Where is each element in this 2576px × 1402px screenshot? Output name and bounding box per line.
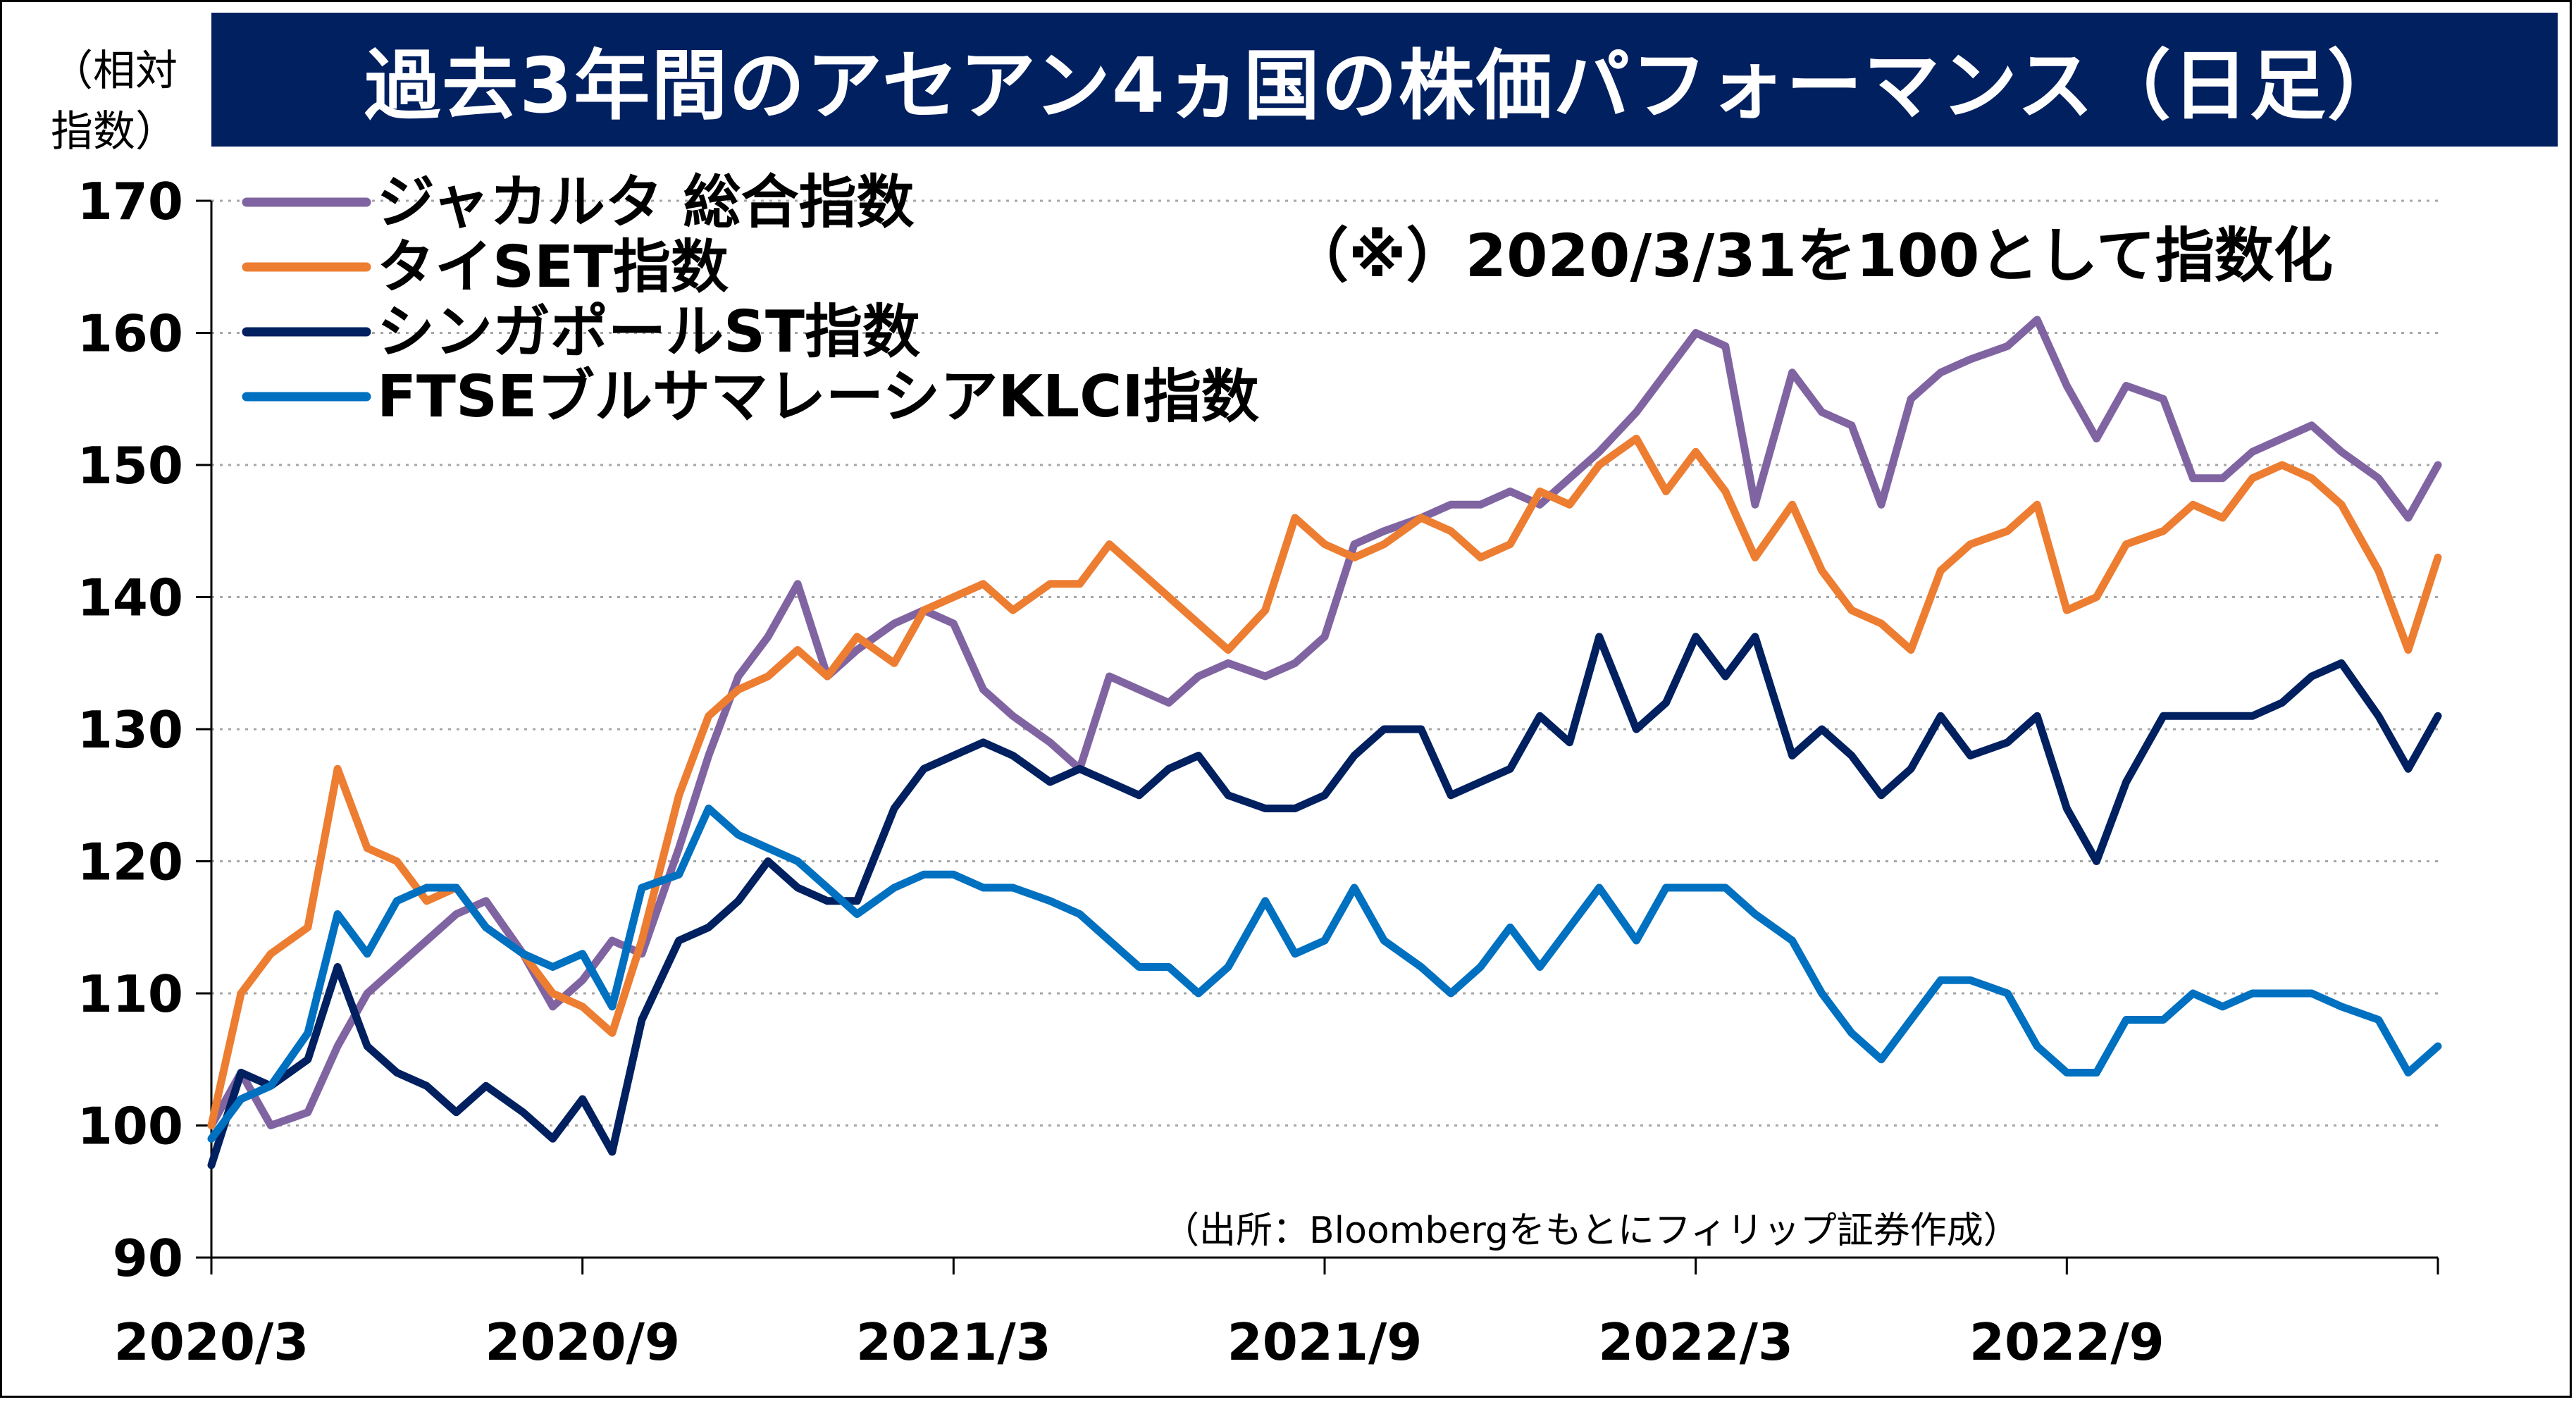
y-tick-label: 130 xyxy=(78,700,183,759)
legend-label-2: シンガポールST指数 xyxy=(377,299,920,366)
legend-label-0: ジャカルタ 総合指数 xyxy=(377,169,914,236)
source-note: （出所：Bloombergをもとにフィリップ証券作成） xyxy=(1163,1210,2020,1252)
x-tick-label: 2020/3 xyxy=(114,1313,309,1372)
series-line-2 xyxy=(207,633,2442,1170)
legend: ジャカルタ 総合指数タイSET指数シンガポールST指数FTSEブルサマレーシアK… xyxy=(242,169,1259,430)
y-axis-label-line-2: 指数） xyxy=(51,107,178,156)
legend-label-1: タイSET指数 xyxy=(377,234,729,301)
index-note: （※）2020/3/31を100として指数化 xyxy=(1289,221,2333,290)
series-line-0 xyxy=(207,316,2442,1129)
x-tick-label: 2020/9 xyxy=(485,1313,680,1372)
x-tick-label: 2022/9 xyxy=(1969,1313,2165,1372)
x-tick-label: 2021/3 xyxy=(856,1313,1051,1372)
axes xyxy=(196,199,2439,1274)
y-tick-label: 140 xyxy=(78,569,183,628)
y-tick-labels: 90 100 110 120 130 140 150 160 170 xyxy=(78,172,183,1288)
y-tick-label: 150 xyxy=(78,436,183,495)
y-tick-label: 100 xyxy=(78,1097,183,1156)
x-tick-label: 2021/9 xyxy=(1227,1313,1423,1372)
series-lines xyxy=(207,316,2442,1170)
x-tick-labels: 2020/3 2020/9 2021/3 2021/9 2022/3 2022/9 xyxy=(114,1313,2165,1372)
chart-title: 過去3年間のアセアン4ヵ国の株価パフォーマンス（日足） xyxy=(211,13,2558,147)
y-tick-label: 160 xyxy=(78,304,183,364)
y-axis-label: （相対 指数） xyxy=(44,41,185,162)
y-tick-label: 120 xyxy=(78,833,183,892)
legend-label-3: FTSEブルサマレーシアKLCI指数 xyxy=(377,364,1259,430)
y-tick-label: 90 xyxy=(113,1229,183,1288)
series-line-1 xyxy=(207,435,2442,1129)
y-tick-label: 170 xyxy=(78,172,183,231)
x-tick-label: 2022/3 xyxy=(1598,1313,1793,1372)
y-tick-label: 110 xyxy=(78,964,183,1024)
series-line-3 xyxy=(207,805,2442,1143)
y-axis-label-line-1: （相対 xyxy=(51,46,178,96)
